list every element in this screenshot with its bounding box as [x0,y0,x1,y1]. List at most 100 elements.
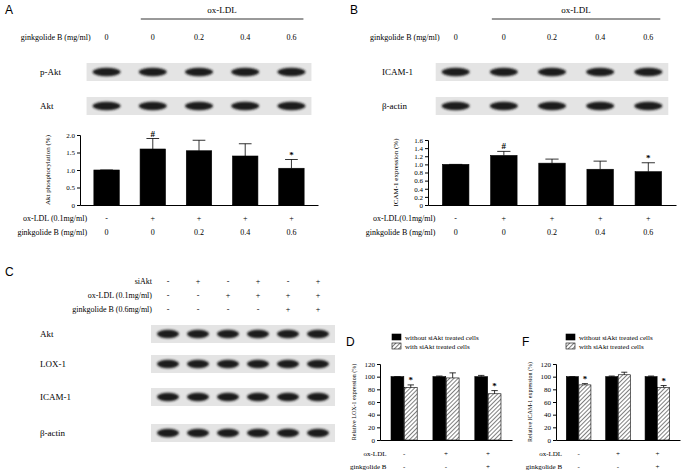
bar [433,377,446,440]
blot-band [277,68,305,76]
y-tick: 0.8 [414,169,428,177]
error-bar-cap [478,375,484,376]
tick-label: 1.6 [414,137,423,145]
annotation: * [409,375,414,385]
table-cell: 0 [454,228,458,237]
bar [94,170,119,205]
error-bar [239,144,252,156]
plot-marks [442,151,661,205]
annotation: # [151,129,156,139]
y-tick: 0.4 [414,185,428,193]
table-cell: 0 [105,228,109,237]
table-cell: - [454,214,457,223]
error-bar-stem [452,373,453,378]
legend-label: without siAkt treated cells [579,334,653,342]
chart-panel: 020406080100120**Relative ICAM-1 express… [522,334,681,471]
blot-band [217,360,239,368]
blot-band [490,102,518,110]
condition-value: + [286,291,291,300]
condition-value: 0.6 [286,33,296,42]
legend-label: with siAkt treated cells [579,343,644,351]
tick-label: 100 [365,373,376,381]
band-label: ICAM-1 [382,67,413,77]
blot-band [231,68,259,76]
tick-label: 1.2 [414,153,423,161]
x-axis-line [429,205,677,206]
y-axis-title: Relative LOX-1 expression (%) [351,364,358,440]
table-row-label: ox-LDL (0.1mg/ml) [23,214,87,223]
blot-band [157,429,179,437]
blot-band [187,429,209,437]
table-row-label: ginkgolide B (mg/ml) [17,228,87,237]
error-bar [285,160,298,169]
blot-strip [151,325,335,343]
table-cell: + [616,450,620,458]
blot-band [277,429,299,437]
error-bar-cap [436,376,442,377]
error-bar-cap [648,376,654,377]
condition-value: + [256,277,261,286]
bar [579,385,591,440]
error-bar [621,372,627,375]
blot-band [157,360,179,368]
y-tick: 80 [368,386,380,394]
y-tick: 0 [548,437,557,445]
blot-band [217,393,239,401]
tick-label: 120 [541,361,552,369]
y-tick: 1.2 [414,153,428,161]
table-cell: - [403,463,406,471]
y-tick: 1.6 [414,137,428,145]
y-tick: 20 [368,424,380,432]
y-axis-line [77,136,81,206]
tick-mark [377,440,380,441]
condition-value: - [227,305,230,314]
blot-band [139,102,167,110]
tick-label: 0.6 [414,177,423,185]
blot-panel: Aox-LDLginkgolide B (mg/ml)000.20.40.6p-… [5,3,311,115]
error-bar-stem [494,391,495,394]
tick-label: 2.0 [66,132,75,140]
tick-label: 0.5 [66,184,75,192]
table-row-label: ginkgolide B [526,463,563,471]
legend-swatch [566,343,575,349]
bar [140,149,165,205]
tick-mark [77,153,80,154]
error-bar-stem [503,151,504,155]
table-cell: + [289,214,294,223]
y-tick: 100 [365,373,381,381]
table-row-label: ox-LDL [364,450,387,458]
y-tick: 100 [541,373,557,381]
blot-band [586,102,614,110]
x-axis-line [81,205,319,206]
legend-swatch [392,343,401,349]
y-axis-line [553,365,557,441]
band-label: Akt [40,329,54,339]
table-cell: + [655,463,659,471]
bar [587,169,613,205]
table-cell: + [655,450,659,458]
table-row-label: ginkgolide B (mg/ml) [366,228,436,237]
tick-mark [77,188,80,189]
band-label: ICAM-1 [40,392,71,402]
tick-mark [553,402,556,403]
tick-mark [377,427,380,428]
condition-value: - [167,277,170,286]
y-tick: 1.0 [414,161,428,169]
condition-value: + [316,277,321,286]
condition-label: ginkgolide B (mg/ml) [21,33,91,42]
blot-band [157,393,179,401]
tick-label: 100 [541,373,552,381]
bar [539,163,565,205]
condition-value: - [227,277,230,286]
blot-band [442,102,470,110]
tick-label: 0 [372,437,376,445]
bar [488,394,501,440]
annotation: # [502,141,507,151]
error-bar [491,391,497,394]
tick-mark [77,170,80,171]
table-cell: + [502,214,507,223]
condition-value: 0.2 [547,33,557,42]
error-bar-cap [394,376,400,377]
error-bar-stem [199,140,200,151]
condition-value: 0.6 [643,33,653,42]
